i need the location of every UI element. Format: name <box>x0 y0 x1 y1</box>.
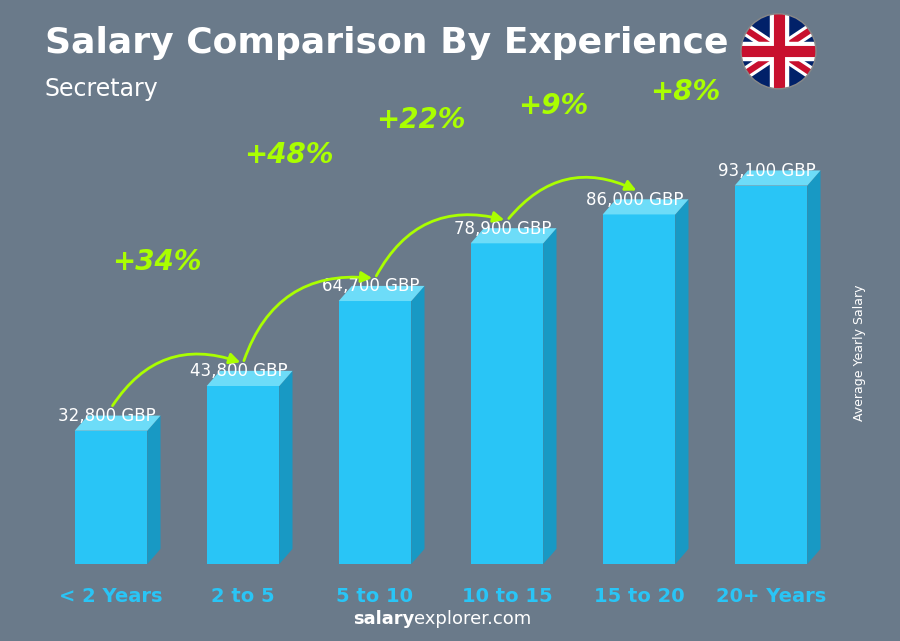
Text: Salary Comparison By Experience: Salary Comparison By Experience <box>45 26 728 60</box>
Text: +48%: +48% <box>245 140 334 169</box>
Text: 20+ Years: 20+ Years <box>716 587 826 606</box>
Text: +9%: +9% <box>518 92 589 120</box>
Text: 32,800 GBP: 32,800 GBP <box>58 407 156 425</box>
Text: salary: salary <box>353 610 414 628</box>
Polygon shape <box>207 386 279 564</box>
Polygon shape <box>603 215 675 564</box>
Polygon shape <box>338 301 411 564</box>
Polygon shape <box>75 415 160 431</box>
Polygon shape <box>338 286 425 301</box>
Text: < 2 Years: < 2 Years <box>59 587 163 606</box>
Text: 5 to 10: 5 to 10 <box>337 587 413 606</box>
Polygon shape <box>675 199 688 564</box>
Polygon shape <box>544 228 556 564</box>
Polygon shape <box>807 171 821 564</box>
Text: +34%: +34% <box>112 248 202 276</box>
Text: 64,700 GBP: 64,700 GBP <box>322 278 419 296</box>
Text: Secretary: Secretary <box>45 77 158 101</box>
Text: 93,100 GBP: 93,100 GBP <box>718 162 816 180</box>
Text: +22%: +22% <box>376 106 466 133</box>
Text: 10 to 15: 10 to 15 <box>462 587 553 606</box>
Polygon shape <box>471 244 544 564</box>
Polygon shape <box>471 228 556 244</box>
Polygon shape <box>603 199 688 215</box>
Text: 86,000 GBP: 86,000 GBP <box>586 191 684 209</box>
Text: 78,900 GBP: 78,900 GBP <box>454 220 552 238</box>
Polygon shape <box>721 13 836 90</box>
Text: 43,800 GBP: 43,800 GBP <box>190 362 288 380</box>
Polygon shape <box>734 186 807 564</box>
Polygon shape <box>279 371 292 564</box>
Text: +8%: +8% <box>650 78 720 106</box>
Polygon shape <box>411 286 425 564</box>
Text: explorer.com: explorer.com <box>414 610 531 628</box>
Text: 2 to 5: 2 to 5 <box>212 587 274 606</box>
Polygon shape <box>734 171 821 186</box>
Polygon shape <box>148 415 160 564</box>
Polygon shape <box>207 371 292 386</box>
Polygon shape <box>75 431 148 564</box>
Text: Average Yearly Salary: Average Yearly Salary <box>853 285 866 420</box>
Text: 15 to 20: 15 to 20 <box>594 587 684 606</box>
